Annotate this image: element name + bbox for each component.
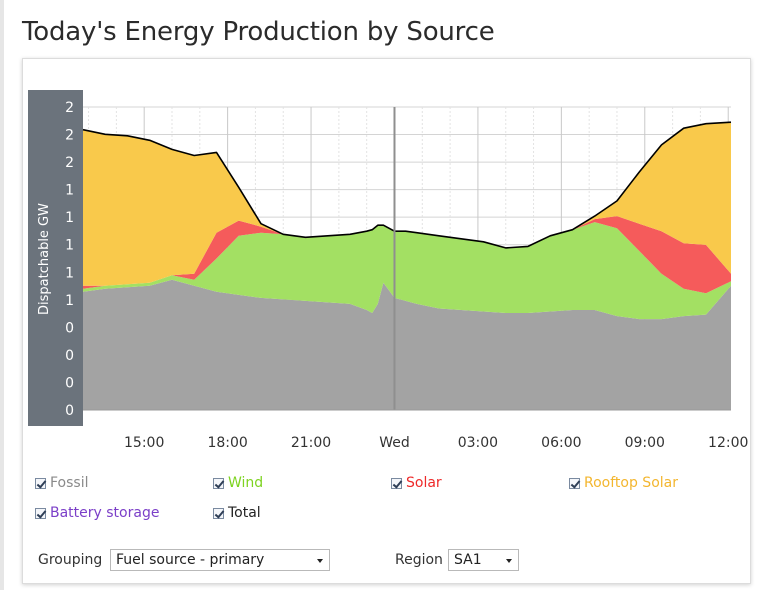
total-checkbox[interactable] [213, 507, 224, 519]
x-tick-label: Wed [379, 435, 410, 451]
x-tick-label: 06:00 [541, 435, 581, 451]
legend-total-label: Total [228, 505, 261, 521]
y-tick-labels: 0 0 0 0 1 1 1 1 1 2 2 2 [65, 100, 74, 419]
y-tick-label: 0 [65, 320, 74, 336]
area-rooftop-solar [83, 122, 731, 286]
area-solar [83, 216, 731, 294]
legend-rooftop-solar-toggle[interactable]: Rooftop Solar [569, 475, 678, 491]
total-line [82, 121, 732, 249]
wind-checkbox[interactable] [213, 477, 224, 489]
battery-storage-checkbox[interactable] [35, 507, 46, 519]
overlay-lines [82, 107, 732, 411]
chevron-down-icon [317, 559, 323, 563]
legend-rooftop-solar-label: Rooftop Solar [584, 475, 678, 491]
region-select-value: SA1 [454, 552, 482, 568]
y-axis-label: Dispatchable GW [37, 203, 52, 315]
legend-battery-storage-label: Battery storage [50, 505, 160, 521]
grouping-select[interactable]: Fuel source - primary [110, 549, 330, 571]
x-tick-labels: 15:00 18:00 21:00 Wed 03:00 06:00 09:00 12:00 [124, 435, 748, 451]
legend-wind-label: Wind [228, 475, 264, 491]
chevron-down-icon [506, 559, 512, 563]
legend-solar-toggle[interactable]: Solar [391, 475, 442, 491]
region-select[interactable]: SA1 [448, 549, 519, 571]
y-tick-label: 0 [65, 348, 74, 364]
region-label: Region [395, 552, 443, 568]
legend-wind-toggle[interactable]: Wind [213, 475, 263, 491]
x-tick-label: 18:00 [207, 435, 247, 451]
y-tick-label: 1 [65, 293, 74, 309]
y-tick-label: 1 [65, 210, 74, 226]
y-tick-label: 1 [65, 183, 74, 199]
area-wind [83, 222, 731, 320]
legend-fossil-toggle[interactable]: Fossil [35, 475, 89, 491]
legend-battery-storage-toggle[interactable]: Battery storage [35, 505, 159, 521]
area-fossil [83, 279, 731, 410]
chart-card: Dispatchable GW 0 0 0 0 1 1 1 1 1 2 2 2 15:00 18:00 2… [22, 58, 751, 584]
grouping-select-value: Fuel source - primary [116, 552, 265, 568]
legend-solar-label: Solar [406, 475, 442, 491]
grouping-label: Grouping [38, 552, 103, 568]
y-tick-label: 2 [65, 128, 74, 144]
y-tick-label: 1 [65, 238, 74, 254]
x-tick-label: 15:00 [124, 435, 164, 451]
x-tick-label: 21:00 [291, 435, 331, 451]
page-title: Today's Energy Production by Source [22, 17, 495, 47]
solar-checkbox[interactable] [391, 477, 402, 489]
y-tick-label: 1 [65, 265, 74, 281]
x-tick-label: 09:00 [625, 435, 665, 451]
energy-chart[interactable]: Dispatchable GW 0 0 0 0 1 1 1 1 1 2 2 2 15:00 18:00 2… [23, 59, 750, 583]
x-tick-label: 12:00 [708, 435, 748, 451]
legend-fossil-label: Fossil [50, 475, 89, 491]
x-tick-label: 03:00 [458, 435, 498, 451]
y-tick-label: 0 [65, 403, 74, 419]
legend-total-toggle[interactable]: Total [213, 505, 261, 521]
y-tick-label: 0 [65, 375, 74, 391]
series-areas [83, 122, 731, 410]
y-axis-panel [28, 90, 83, 426]
y-tick-label: 2 [65, 100, 74, 116]
fossil-checkbox[interactable] [35, 477, 46, 489]
rooftop-solar-checkbox[interactable] [569, 477, 580, 489]
y-tick-label: 2 [65, 155, 74, 171]
page-left-border [0, 0, 4, 590]
